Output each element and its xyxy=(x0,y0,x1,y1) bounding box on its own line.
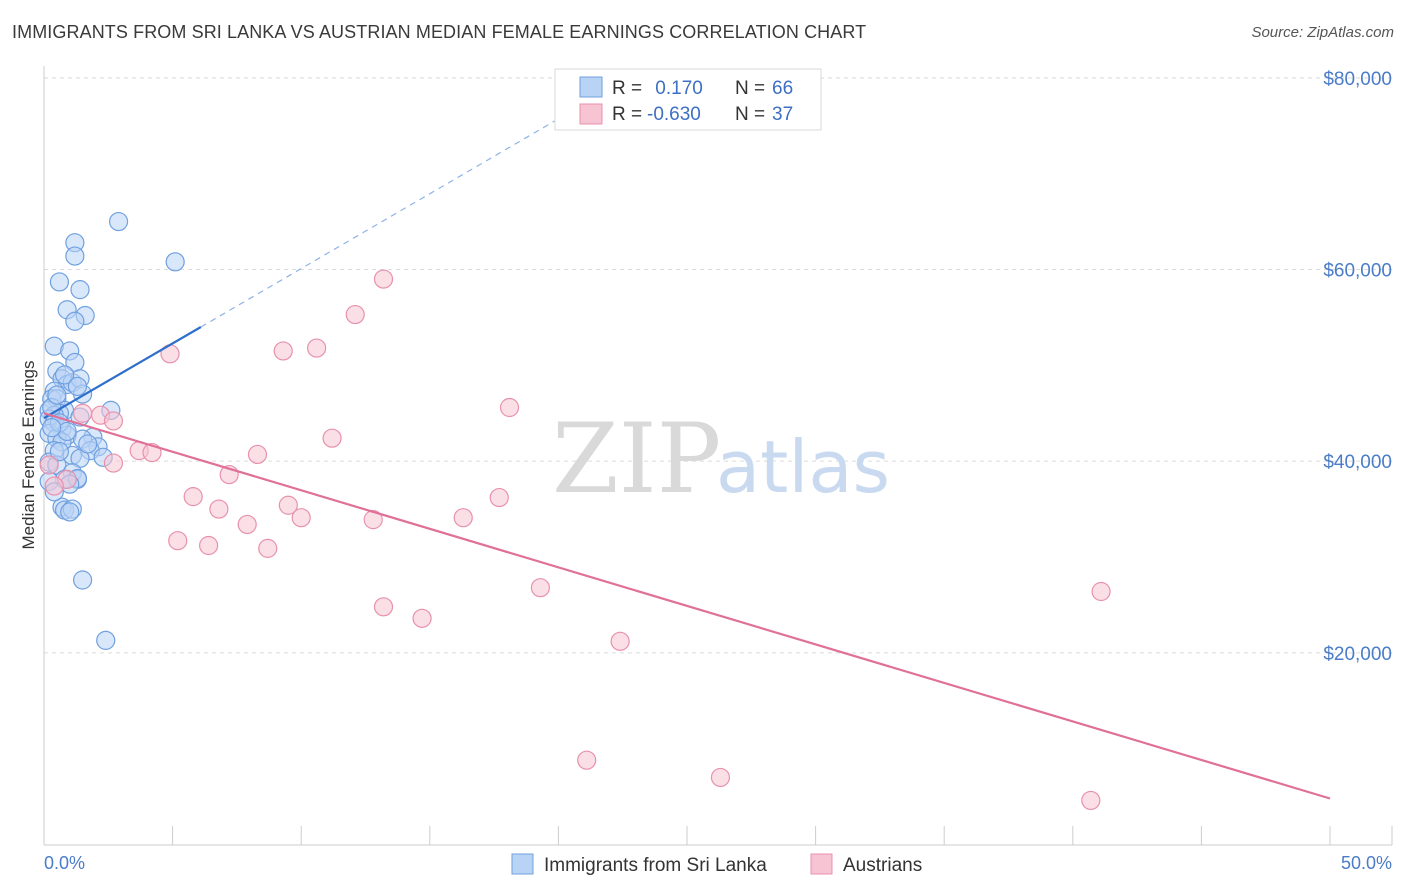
point-sri-lanka-3 xyxy=(65,246,85,266)
point-austrians-29 xyxy=(530,578,550,598)
point-austrians-22 xyxy=(291,508,311,528)
point-austrians-6 xyxy=(72,403,93,423)
point-austrians-32 xyxy=(412,608,432,628)
point-austrians-30 xyxy=(1091,581,1111,602)
point-austrians-35 xyxy=(710,767,731,788)
point-sri-lanka-63 xyxy=(49,441,70,462)
y-tick-label-2: $60,000 xyxy=(1323,261,1392,282)
point-sri-lanka-58 xyxy=(78,434,98,454)
legend-r-label-1: R = xyxy=(612,78,642,99)
legend-n-value-1: 66 xyxy=(772,78,793,99)
point-austrians-28 xyxy=(258,538,278,558)
x-tick-label-right: 50.0% xyxy=(1341,853,1392,873)
point-austrians-1 xyxy=(345,304,365,325)
point-sri-lanka-5 xyxy=(70,280,90,300)
point-austrians-3 xyxy=(273,341,293,361)
point-austrians-26 xyxy=(168,531,188,551)
chart-title: IMMIGRANTS FROM SRI LANKA VS AUSTRIAN ME… xyxy=(12,22,867,42)
point-sri-lanka-4 xyxy=(49,272,70,292)
point-austrians-33 xyxy=(610,631,630,651)
point-austrians-34 xyxy=(577,750,597,770)
point-austrians-5 xyxy=(499,397,520,418)
point-austrians-12 xyxy=(247,444,268,465)
point-austrians-2 xyxy=(307,338,327,358)
watermark-atlas: atlas xyxy=(716,425,890,509)
y-tick-label-3: $80,000 xyxy=(1323,69,1392,90)
point-austrians-24 xyxy=(453,508,473,528)
point-sri-lanka-8 xyxy=(65,311,85,331)
series-legend-label-austrians: Austrians xyxy=(843,855,922,876)
series-legend-swatch-sri-lanka xyxy=(511,853,534,875)
legend-n-label-2: N = xyxy=(735,104,765,125)
point-austrians-36 xyxy=(1081,790,1101,811)
watermark: ZIP atlas xyxy=(552,403,890,515)
point-sri-lanka-52 xyxy=(60,502,80,522)
trend-line-sri-lanka-extension xyxy=(200,110,572,328)
y-tick-labels: $20,000 $40,000 $60,000 $80,000 xyxy=(1323,69,1392,665)
series-legend-swatch-austrians xyxy=(810,853,833,875)
y-tick-label-1: $40,000 xyxy=(1323,452,1392,473)
legend-r-value-1: 0.170 xyxy=(650,78,703,99)
legend-r-label-2: R = xyxy=(612,104,642,125)
point-sri-lanka-53 xyxy=(72,570,93,590)
point-austrians-13 xyxy=(103,453,124,473)
point-sri-lanka-0 xyxy=(108,211,129,232)
series-legend: Immigrants from Sri Lanka Austrians xyxy=(511,853,922,876)
point-austrians-18 xyxy=(489,487,509,508)
watermark-zip: ZIP xyxy=(552,403,721,515)
point-austrians-0 xyxy=(373,269,394,289)
source-credit: Source: ZipAtlas.com xyxy=(1251,24,1394,41)
correlation-legend: R = 0.170 N = 66 R = -0.630 N = 37 xyxy=(554,68,822,131)
legend-n-value-2: 37 xyxy=(772,104,793,125)
legend-swatch-austrians xyxy=(579,103,603,125)
point-sri-lanka-59 xyxy=(47,385,67,405)
point-austrians-8 xyxy=(103,411,124,431)
point-sri-lanka-2 xyxy=(165,252,185,272)
point-sri-lanka-61 xyxy=(67,376,88,397)
point-sri-lanka-54 xyxy=(96,630,116,650)
point-austrians-31 xyxy=(373,597,394,617)
gridlines xyxy=(44,77,1392,654)
point-austrians-14 xyxy=(39,455,59,475)
legend-n-label-1: N = xyxy=(735,78,765,99)
point-sri-lanka-60 xyxy=(54,365,75,385)
series-legend-label-sri-lanka: Immigrants from Sri Lanka xyxy=(544,855,767,876)
x-tick-label-left: 0.0% xyxy=(44,853,85,873)
point-austrians-23 xyxy=(363,510,383,530)
data-points xyxy=(39,211,1111,811)
point-austrians-9 xyxy=(322,428,342,448)
point-austrians-27 xyxy=(199,535,219,556)
trend-line-sri-lanka xyxy=(43,326,202,419)
point-austrians-17 xyxy=(44,476,64,496)
y-tick-label-0: $20,000 xyxy=(1323,644,1392,665)
trend-line-austrians xyxy=(43,412,1331,800)
point-austrians-25 xyxy=(237,514,257,535)
point-austrians-19 xyxy=(183,487,203,507)
y-axis-label: Median Female Earnings xyxy=(19,361,38,550)
point-austrians-20 xyxy=(278,495,298,515)
legend-r-value-2: -0.630 xyxy=(647,104,701,125)
point-austrians-21 xyxy=(209,499,229,519)
point-sri-lanka-62 xyxy=(42,418,62,438)
trend-lines xyxy=(43,110,1331,800)
legend-swatch-sri-lanka xyxy=(579,76,603,98)
